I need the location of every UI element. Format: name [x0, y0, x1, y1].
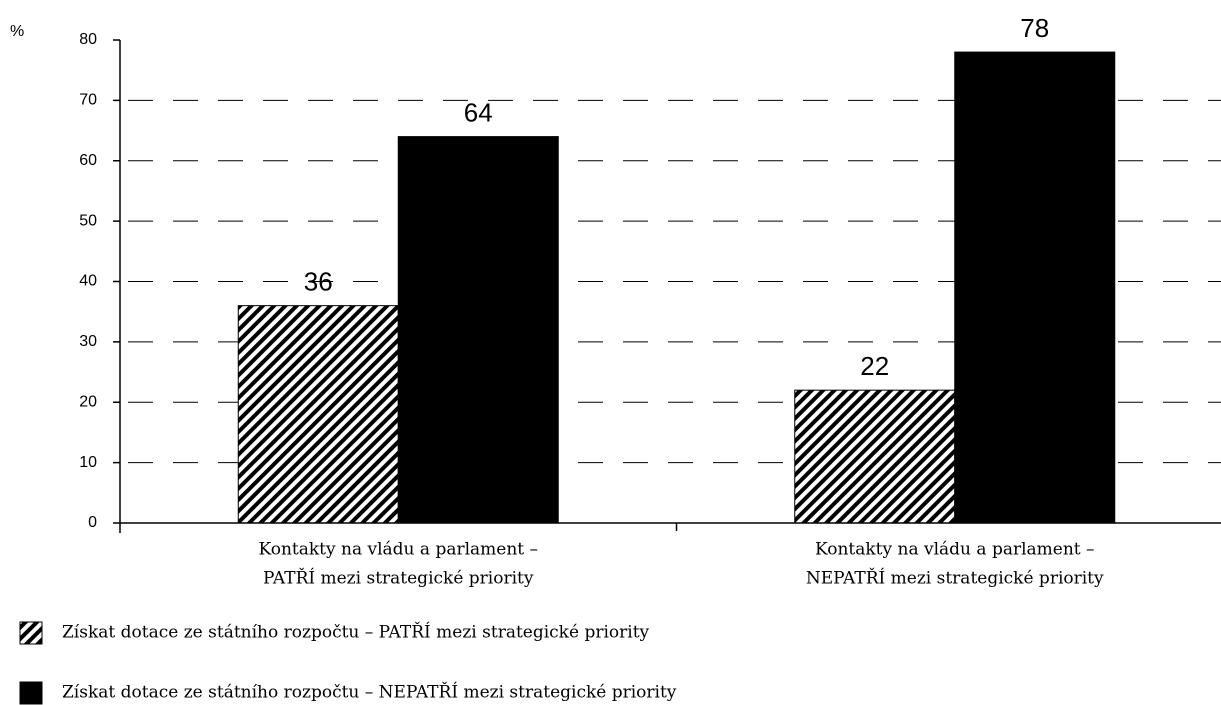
x-tick-label: Kontakty na vládu a parlament –: [258, 540, 538, 560]
y-tick-label: 10: [79, 454, 97, 471]
y-tick-label: 80: [79, 31, 97, 48]
value-label: 64: [464, 97, 493, 127]
y-tick-label: 50: [79, 212, 97, 229]
value-label: 78: [1020, 13, 1049, 43]
y-tick-label: 0: [88, 514, 97, 531]
y-tick-label: 20: [79, 393, 97, 410]
y-tick-label: 70: [79, 92, 97, 109]
value-label: 36: [304, 267, 333, 297]
bar: [237, 305, 399, 524]
bar: [954, 51, 1116, 524]
bar: [397, 136, 559, 524]
legend-label: Získat dotace ze státního rozpočtu – PAT…: [62, 622, 650, 643]
legend-swatch: [19, 681, 43, 705]
value-label: 22: [860, 351, 889, 381]
y-tick-label: 40: [79, 273, 97, 290]
y-tick-label: 60: [79, 152, 97, 169]
y-tick-label: 30: [79, 333, 97, 350]
legend-label: Získat dotace ze státního rozpočtu – NEP…: [62, 682, 677, 703]
bar: [794, 389, 956, 524]
y-axis-label: %: [10, 23, 24, 40]
x-tick-label: NEPATŘÍ mezi strategické priority: [806, 568, 1104, 589]
x-tick-label: PATŘÍ mezi strategické priority: [263, 568, 534, 589]
x-tick-label: Kontakty na vládu a parlament –: [815, 540, 1095, 560]
legend-swatch: [19, 621, 43, 645]
